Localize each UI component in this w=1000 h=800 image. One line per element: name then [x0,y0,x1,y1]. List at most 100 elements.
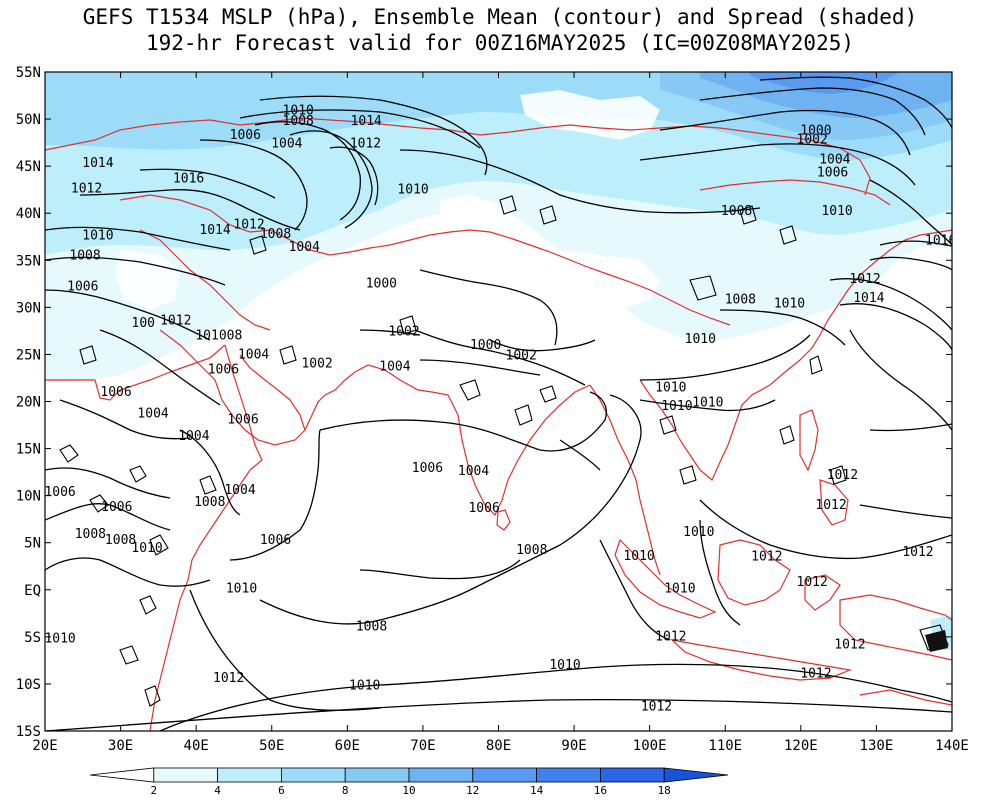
lat-tick-label: 30N [16,300,41,316]
contour-label: 1012 [71,182,102,197]
lon-tick-label: 80E [486,738,511,754]
contour-label: 1010 [664,582,695,597]
contour-label: 1006 [227,412,258,427]
contour-label: 1012 [655,630,686,645]
contour-label: 1014 [82,156,113,171]
colorbar-segment [472,767,537,783]
contour-label: 1006 [230,128,261,143]
contour-label: 100 [132,316,155,331]
contour-label: 1010 [283,103,314,118]
latitude-axis: 55N 50N 45N 40N 35N 30N 25N 20N 15N 10N 5N EQ 5S 10S 1… [16,65,952,740]
contour-label: 1012 [902,545,933,560]
contour-label: 1008 [69,248,100,263]
contour-label: 1002 [388,325,419,340]
lon-tick-label: 20E [32,738,57,754]
contour-label: 1010 [226,582,257,597]
colorbar-label: 8 [342,784,349,797]
contour-label: 1006 [412,461,443,476]
lat-tick-label: 15N [16,442,41,458]
colorbar-label: 12 [466,784,479,797]
contour-label: 1006 [101,500,132,515]
contour-label: 1012 [815,498,846,513]
lat-tick-label: 20N [16,395,41,411]
colorbar-label: 16 [594,784,607,797]
contour-label: 1004 [379,360,410,375]
contour-label: 1016 [925,233,956,248]
contour-label: 1004 [271,136,302,151]
title-line-1: GEFS T1534 MSLP (hPa), Ensemble Mean (co… [82,5,918,29]
contour-label: 1016 [173,171,204,186]
contour-label: 1006 [208,362,239,377]
contour-label: 1008 [260,227,291,242]
contour-label: 1002 [797,133,828,148]
contour-label: 1000 [800,123,831,138]
contour-label: 101008 [195,328,242,343]
colorbar-label: 6 [278,784,285,797]
lon-tick-label: 70E [410,738,435,754]
contour-label: 1002 [506,348,537,363]
colorbar-segment [217,767,282,783]
contour-label: 1010 [44,632,75,647]
longitude-axis: 20E 30E 40E 50E 60E 70E 80E 90E 100E 110E 120E 130E… [32,72,969,754]
contour-label: 1008 [721,204,752,219]
terrain-contours [59,195,949,707]
contour-label: 1010 [692,395,723,410]
lon-tick-label: 130E [860,738,894,754]
contour-label: 1010 [349,679,380,694]
lat-tick-label: 5S [24,630,41,646]
colorbar-label: 10 [402,784,415,797]
lon-tick-label: 60E [335,738,360,754]
spread-shading [45,72,952,731]
lat-tick-label: 15S [16,724,41,740]
coastline-layer [45,117,952,731]
lat-tick-label: EQ [24,583,41,599]
contour-label: 1010 [131,541,162,556]
contour-label: 1008 [725,293,756,308]
contour-label: 1010 [683,525,714,540]
colorbar-segment [600,767,665,783]
contour-label: 1012 [160,313,191,328]
contour-label: 1006 [260,533,291,548]
contour-label: 1008 [356,619,387,634]
contour-label: 1010 [661,399,692,414]
colorbar-segment [663,767,729,783]
contour-label: 1012 [233,217,264,232]
lat-tick-label: 45N [16,159,41,175]
lat-tick-label: 25N [16,347,41,363]
terrain-blob [925,630,948,652]
lat-tick-label: 40N [16,206,41,222]
contour-label: 1010 [655,380,686,395]
lon-tick-label: 50E [259,738,284,754]
spread-colorbar: 2 4 6 8 10 12 14 16 18 [89,767,729,797]
colorbar-label: 14 [530,784,544,797]
colorbar-label: 4 [214,784,221,797]
contour-label: 1010 [397,183,428,198]
title-line-2: 192-hr Forecast valid for 00Z16MAY2025 (… [145,31,854,55]
contour-label: 1006 [468,501,499,516]
contour-label: 1000 [366,277,397,292]
contour-label: 1006 [100,385,131,400]
contour-label: 1008 [194,495,225,510]
colorbar-segment [536,767,601,783]
contour-label: 1012 [641,699,672,714]
contour-label: 1006 [67,280,98,295]
contour-label: 1008 [516,543,547,558]
contour-label: 1012 [213,671,244,686]
lat-tick-label: 50N [16,112,41,128]
colorbar-label: 18 [658,784,671,797]
contour-label: 1012 [751,550,782,565]
contour-label: 1004 [819,152,850,167]
map-title: GEFS T1534 MSLP (hPa), Ensemble Mean (co… [0,4,1000,56]
colorbar-segment [280,767,346,783]
contour-label: 1010 [821,204,852,219]
contour-label: 1010 [623,549,654,564]
contour-label: 1012 [827,468,858,483]
mslp-contours [45,76,952,731]
lon-tick-label: 110E [708,738,742,754]
lon-tick-label: 90E [561,738,586,754]
colorbar-segment [89,767,155,783]
lon-tick-label: 100E [633,738,667,754]
lon-tick-label: 120E [784,738,818,754]
